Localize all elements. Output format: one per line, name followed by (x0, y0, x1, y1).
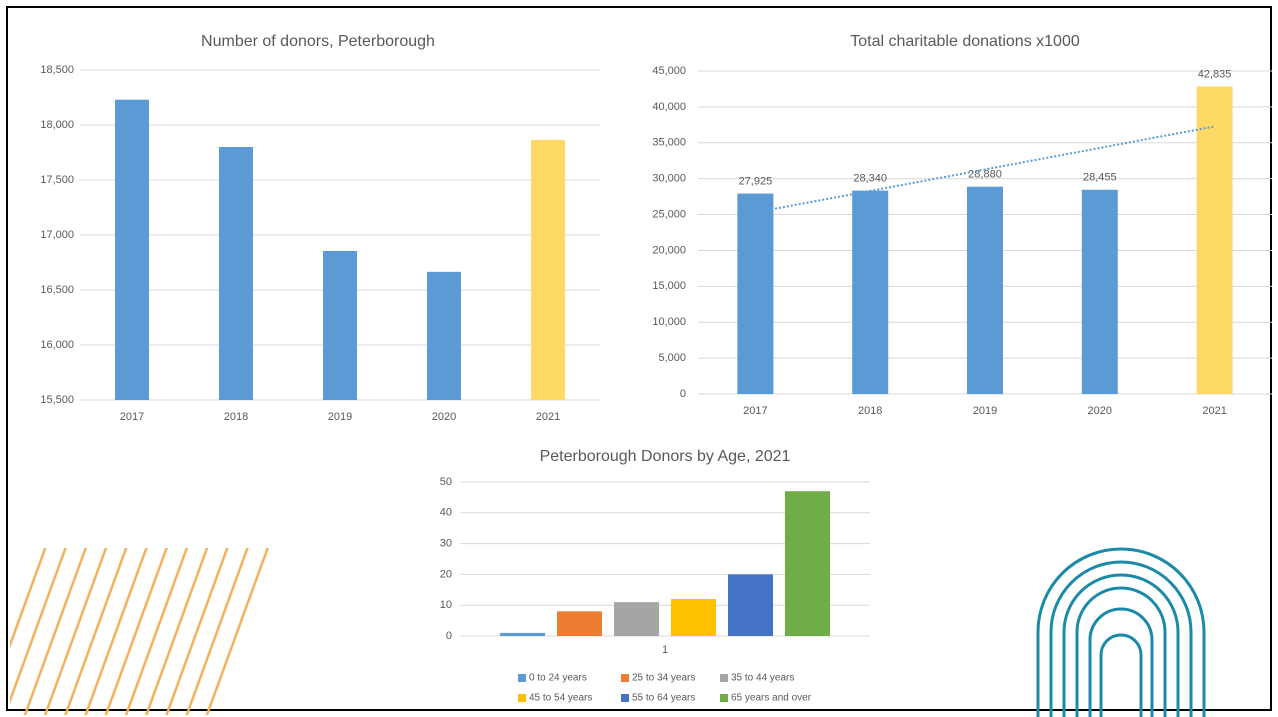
data-label: 27,925 (739, 175, 773, 187)
data-label: 42,835 (1198, 68, 1232, 80)
y-tick-label: 0 (446, 630, 452, 642)
x-tick-label: 2018 (224, 411, 248, 423)
y-tick-label: 17,000 (40, 229, 74, 241)
legend-swatch (621, 674, 629, 682)
y-tick-label: 18,000 (40, 119, 74, 131)
legend-label: 55 to 64 years (632, 693, 695, 704)
arch (1051, 562, 1191, 717)
legend-label: 45 to 54 years (529, 693, 592, 704)
legend-swatch (720, 674, 728, 682)
chart-title: Number of donors, Peterborough (201, 33, 435, 50)
arch (1101, 635, 1141, 717)
y-tick-label: 5,000 (658, 352, 686, 364)
y-tick-label: 15,000 (652, 280, 686, 292)
y-tick-label: 25,000 (652, 208, 686, 220)
data-label: 28,340 (853, 172, 887, 184)
x-tick-label: 1 (662, 644, 668, 656)
arch-decoration (1038, 549, 1204, 717)
legend-swatch (518, 694, 526, 702)
bar (1197, 87, 1233, 394)
y-tick-label: 15,500 (40, 394, 74, 406)
stripe-decoration (10, 548, 275, 715)
y-tick-label: 0 (680, 388, 686, 400)
chart-title: Peterborough Donors by Age, 2021 (540, 448, 791, 465)
legend-label: 65 years and over (731, 693, 812, 704)
bar (785, 491, 830, 636)
y-tick-label: 30 (440, 538, 452, 550)
bar (614, 602, 659, 636)
arch (1064, 575, 1178, 717)
y-tick-label: 10 (440, 599, 452, 611)
bar (115, 100, 149, 400)
bar (557, 611, 602, 636)
y-tick-label: 20,000 (652, 244, 686, 256)
y-tick-label: 16,000 (40, 339, 74, 351)
bar (219, 147, 253, 400)
bar (323, 251, 357, 400)
legend-swatch (518, 674, 526, 682)
y-tick-label: 50 (440, 476, 452, 488)
x-tick-label: 2021 (1202, 405, 1226, 417)
y-tick-label: 17,500 (40, 174, 74, 186)
bar (531, 140, 565, 400)
x-tick-label: 2017 (120, 411, 144, 423)
y-tick-label: 35,000 (652, 137, 686, 149)
data-label: 28,455 (1083, 172, 1117, 184)
bar (500, 633, 545, 636)
y-tick-label: 16,500 (40, 284, 74, 296)
bar (737, 194, 773, 394)
legend-label: 35 to 44 years (731, 673, 794, 684)
x-tick-label: 2017 (743, 405, 767, 417)
slide: Number of donors, Peterborough 15,500 16,0… (0, 0, 1278, 717)
x-tick-label: 2021 (536, 411, 560, 423)
arch (1090, 609, 1152, 717)
legend-swatch (720, 694, 728, 702)
y-tick-label: 20 (440, 568, 452, 580)
bar (427, 272, 461, 400)
x-tick-label: 2020 (432, 411, 456, 423)
legend-label: 25 to 34 years (632, 673, 695, 684)
bar (671, 599, 716, 636)
legend-label: 0 to 24 years (529, 673, 587, 684)
y-tick-label: 45,000 (652, 65, 686, 77)
bar (1082, 190, 1118, 394)
x-tick-label: 2020 (1088, 405, 1112, 417)
chart-title: Total charitable donations x1000 (850, 33, 1080, 50)
bar (728, 574, 773, 636)
y-tick-label: 10,000 (652, 316, 686, 328)
x-tick-label: 2019 (328, 411, 352, 423)
y-tick-label: 18,500 (40, 64, 74, 76)
x-tick-label: 2018 (858, 405, 882, 417)
legend-swatch (621, 694, 629, 702)
y-tick-label: 40,000 (652, 101, 686, 113)
y-tick-label: 30,000 (652, 173, 686, 185)
bar (852, 191, 888, 394)
x-tick-label: 2019 (973, 405, 997, 417)
bar (967, 187, 1003, 394)
y-tick-label: 40 (440, 507, 452, 519)
